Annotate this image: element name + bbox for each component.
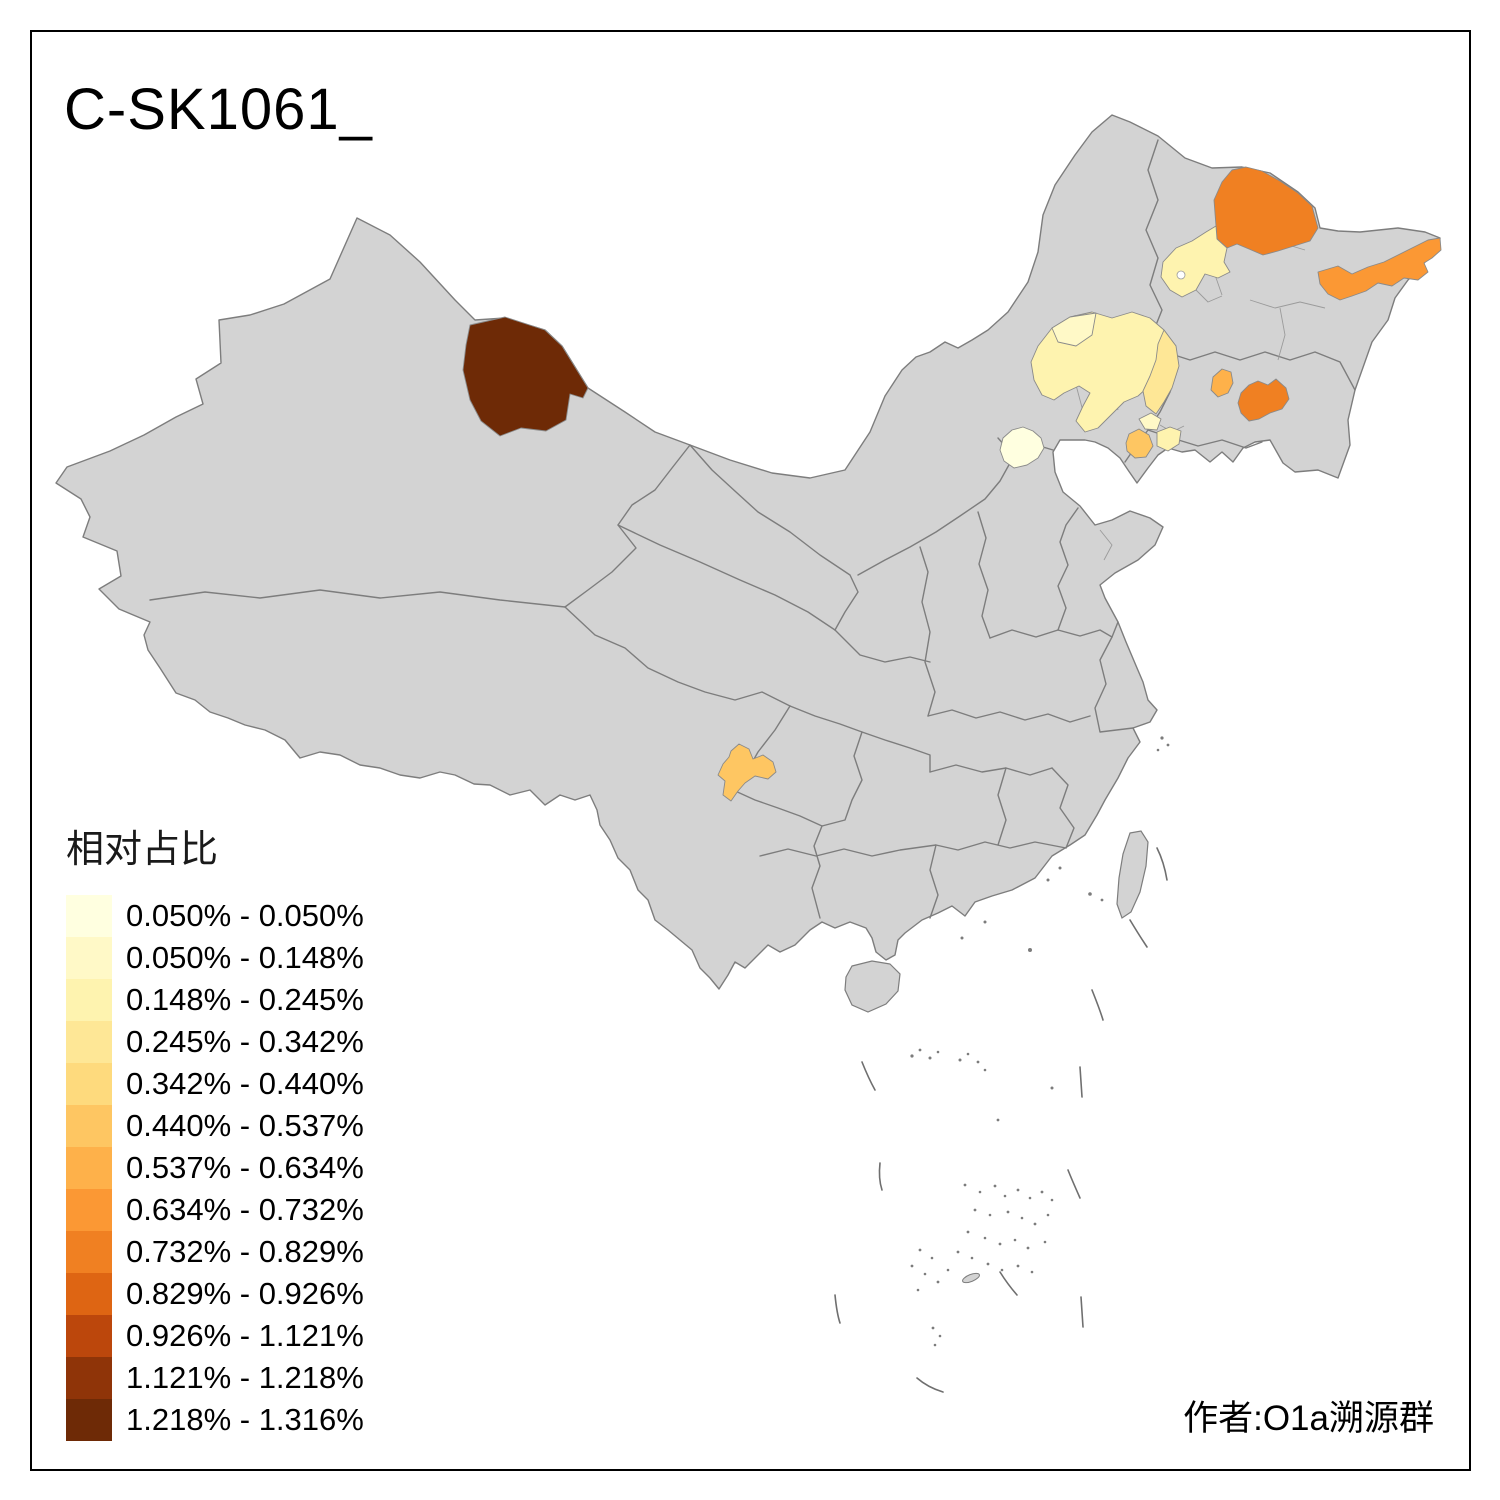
legend-label: 0.050% - 0.148% (126, 940, 364, 975)
legend-label: 0.829% - 0.926% (126, 1276, 364, 1311)
region-inner-mongolia-top (1051, 312, 1097, 347)
legend-label: 0.148% - 0.245% (126, 982, 364, 1017)
legend-swatch (66, 937, 112, 979)
region-east-heilongjiang-strip (1317, 237, 1442, 301)
attribution: 作者:O1a溯源群 (1183, 1399, 1434, 1438)
legend-label: 0.245% - 0.342% (126, 1024, 364, 1059)
legend-label: 0.440% - 0.537% (126, 1108, 364, 1143)
region-inner-mongolia-strip (1142, 329, 1180, 415)
legend-label: 0.537% - 0.634% (126, 1150, 364, 1185)
region-liaoning-pale-a (1138, 412, 1162, 431)
legend-item: 0.829% - 0.926% (66, 1273, 364, 1315)
legend-label: 0.926% - 1.121% (126, 1318, 364, 1353)
legend-swatch (66, 895, 112, 937)
legend-item: 0.148% - 0.245% (66, 979, 364, 1021)
colored-regions (462, 166, 1442, 802)
region-south-sichuan (717, 743, 777, 802)
shoal-island (962, 1272, 980, 1284)
legend-label: 0.634% - 0.732% (126, 1192, 364, 1227)
region-north-heilongjiang (1213, 166, 1319, 256)
legend-item: 0.537% - 0.634% (66, 1147, 364, 1189)
region-west-jilin-small (1210, 368, 1234, 398)
legend-swatch (66, 1105, 112, 1147)
legend-item: 0.634% - 0.732% (66, 1189, 364, 1231)
hainan-island (844, 960, 901, 1013)
legend-item: 0.732% - 0.829% (66, 1231, 364, 1273)
region-enclave-hole (1176, 270, 1186, 280)
legend-swatch (66, 1315, 112, 1357)
legend-item: 0.342% - 0.440% (66, 1063, 364, 1105)
legend-rows: 0.050% - 0.050% 0.050% - 0.148% 0.148% -… (66, 895, 364, 1441)
nine-dash-line (834, 847, 1168, 1393)
legend-item: 0.440% - 0.537% (66, 1105, 364, 1147)
legend-label: 1.218% - 1.316% (126, 1402, 364, 1437)
legend-item: 1.218% - 1.316% (66, 1399, 364, 1441)
legend: 相对占比 0.050% - 0.050% 0.050% - 0.148% 0.1… (66, 818, 364, 1441)
region-west-heilongjiang-pale (1160, 225, 1231, 298)
legend-swatch (66, 1063, 112, 1105)
legend-swatch (66, 1357, 112, 1399)
region-beijing (999, 426, 1045, 469)
region-central-liaoning (1125, 428, 1154, 459)
legend-swatch (66, 1021, 112, 1063)
legend-swatch (66, 979, 112, 1021)
legend-item: 1.121% - 1.218% (66, 1357, 364, 1399)
plot-border (30, 30, 1471, 1471)
region-central-jilin (1237, 378, 1290, 422)
legend-label: 0.342% - 0.440% (126, 1066, 364, 1101)
page-title: C-SK1061_ (64, 77, 373, 142)
legend-swatch (66, 1399, 112, 1441)
legend-swatch (66, 1189, 112, 1231)
legend-swatch (66, 1231, 112, 1273)
legend-label: 1.121% - 1.218% (126, 1360, 364, 1395)
legend-swatch (66, 1147, 112, 1189)
legend-swatch (66, 1273, 112, 1315)
legend-label: 0.050% - 0.050% (126, 898, 364, 933)
legend-item: 0.245% - 0.342% (66, 1021, 364, 1063)
legend-item: 0.050% - 0.050% (66, 895, 364, 937)
legend-item: 0.926% - 1.121% (66, 1315, 364, 1357)
legend-title: 相对占比 (66, 829, 219, 871)
province-borders (149, 139, 1356, 919)
legend-item: 0.050% - 0.148% (66, 937, 364, 979)
sea-islets (910, 736, 1170, 1347)
legend-label: 0.732% - 0.829% (126, 1234, 364, 1269)
region-liaoning-pale-b (1156, 426, 1182, 452)
region-north-xinjiang (462, 316, 589, 437)
taiwan-island (1116, 830, 1149, 919)
